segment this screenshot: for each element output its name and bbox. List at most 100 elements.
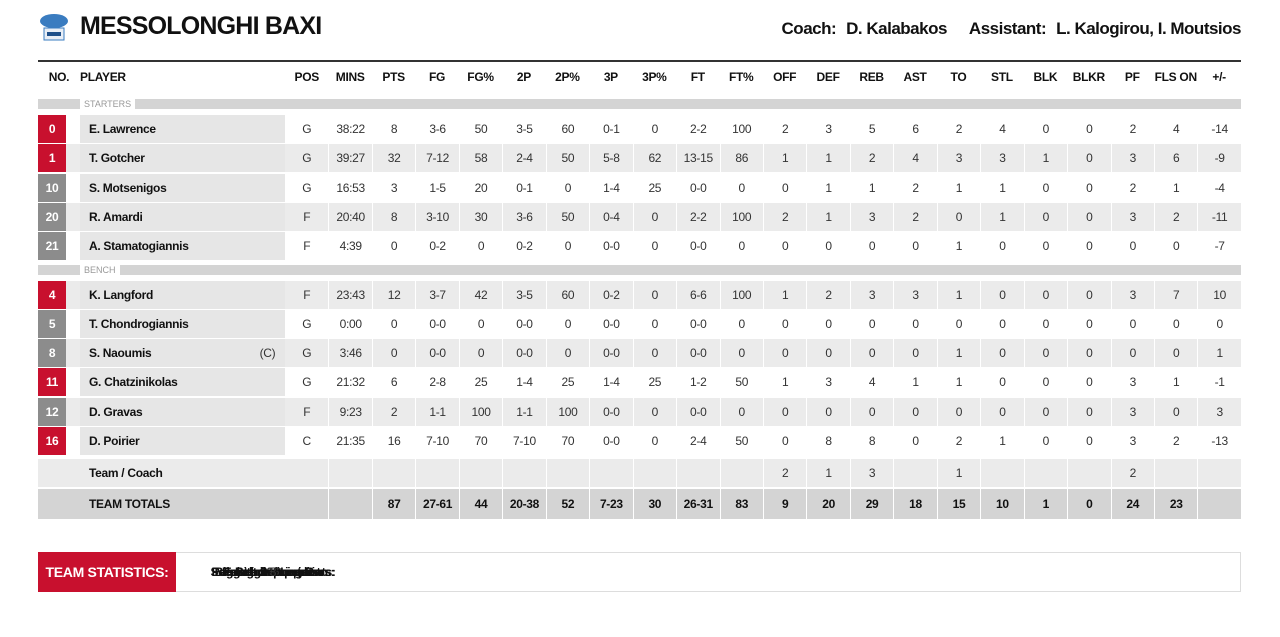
stat-cell [1197, 489, 1241, 519]
stat-cell: 0 [458, 232, 503, 261]
stat-cell: 0-0 [415, 309, 459, 338]
stat-cell: 8 [371, 115, 416, 143]
stat-cell: 1 [980, 202, 1024, 231]
team-stat-label: Fast break points: [224, 565, 322, 579]
stat-cell: 0 [719, 173, 763, 202]
stat-cell: 21:35 [328, 427, 372, 455]
stat-cell: 0 [632, 397, 677, 426]
stat-cell: 0 [762, 397, 807, 426]
stat-cell: 0-2 [415, 232, 459, 261]
number-badge: 4 [38, 280, 66, 309]
stat-cell [415, 459, 459, 487]
stat-cell: 100 [545, 397, 590, 426]
player-name: A. Stamatogiannis [80, 232, 285, 261]
stat-cell: 0 [458, 309, 503, 338]
stat-cell: 0-0 [502, 309, 546, 338]
stat-cell: 25 [632, 173, 677, 202]
stat-cell: 0 [1067, 309, 1111, 338]
number-badge: 11 [38, 368, 66, 397]
column-header: OFF [773, 70, 797, 84]
stat-cell [1023, 459, 1068, 487]
column-header: NO. [48, 70, 70, 84]
position: C [285, 427, 329, 455]
stat-cell: 8 [806, 427, 850, 455]
stat-cell: 1-1 [502, 397, 546, 426]
stat-cell: 0 [1023, 427, 1068, 455]
team-logo [40, 14, 68, 41]
column-header: FT% [729, 70, 754, 84]
stat-cell: 0 [893, 339, 937, 368]
stat-cell: 4 [1154, 115, 1198, 143]
stat-cell: 0 [371, 339, 416, 368]
stat-cell: 10 [1197, 280, 1241, 309]
stat-cell: 0 [936, 202, 981, 231]
team-stat-value: 16 [266, 565, 280, 579]
stat-cell: 0 [632, 339, 677, 368]
stat-cell: 1 [806, 173, 850, 202]
stat-cell: 1 [762, 368, 807, 397]
position: G [285, 173, 329, 202]
stat-cell: 0 [1023, 280, 1068, 309]
stat-cell: 0 [1023, 397, 1068, 426]
assistant: L. Kalogirou, I. Moutsios [1056, 19, 1241, 38]
team-stat-label: Bench points: [234, 565, 312, 579]
stat-cell: 0:00 [328, 309, 372, 338]
stat-cell: 0-0 [589, 397, 633, 426]
stat-cell: 2 [371, 397, 416, 426]
stat-cell: 44 [458, 489, 503, 519]
stat-cell: 70 [458, 427, 503, 455]
coach-label: Coach: [781, 19, 837, 38]
stat-cell: 0 [980, 397, 1024, 426]
stat-cell: 0 [1110, 339, 1154, 368]
team-name: MESSOLONGHI BAXI [80, 12, 322, 40]
stat-cell [676, 459, 720, 487]
stat-cell: 0-0 [502, 339, 546, 368]
stat-cell: 62 [632, 144, 677, 173]
coach-info: Coach: D. Kalabakos Assistant: L. Kalogi… [781, 19, 1242, 39]
stat-cell: 2-4 [676, 427, 720, 455]
stat-cell: 9:23 [328, 397, 372, 426]
stat-cell: 0 [632, 232, 677, 261]
stat-cell [893, 459, 937, 487]
stat-cell: 42 [458, 280, 503, 309]
stat-cell: 0-0 [676, 173, 720, 202]
stat-cell: 0 [980, 339, 1024, 368]
stat-cell: 0 [893, 309, 937, 338]
stat-cell: 0 [762, 309, 807, 338]
stat-cell: 9 [762, 489, 807, 519]
position: G [285, 144, 329, 173]
stat-cell: 0-0 [676, 232, 720, 261]
position: G [285, 339, 329, 368]
stat-cell: 3-10 [415, 202, 459, 231]
stat-cell [328, 489, 372, 519]
stat-cell: 23:43 [328, 280, 372, 309]
stat-cell: 0 [849, 309, 894, 338]
number-badge: 5 [38, 309, 66, 338]
stat-cell: 0 [1067, 368, 1111, 397]
stat-cell: 8 [849, 427, 894, 455]
column-header: FG% [467, 70, 494, 84]
stat-cell: 8 [371, 202, 416, 231]
stat-cell: 2-2 [676, 115, 720, 143]
stat-cell: 24 [1110, 489, 1154, 519]
column-header: 3P [603, 70, 618, 84]
stat-cell: 13-15 [676, 144, 720, 173]
stat-cell: 2 [893, 173, 937, 202]
number-badge: 16 [38, 427, 66, 455]
stat-cell: 29 [849, 489, 894, 519]
player-name: E. Lawrence [80, 115, 285, 143]
stat-cell: 3 [849, 459, 894, 487]
stat-cell: 1 [936, 368, 981, 397]
stat-cell: 20 [806, 489, 850, 519]
stat-cell [328, 459, 372, 487]
stat-cell [545, 459, 590, 487]
column-header: STL [991, 70, 1013, 84]
totals-label: TEAM TOTALS [80, 489, 285, 519]
stat-cell: 0-0 [676, 309, 720, 338]
stat-cell: 2 [849, 144, 894, 173]
column-header: AST [903, 70, 927, 84]
stat-cell: 52 [545, 489, 590, 519]
stat-cell [1154, 459, 1198, 487]
stat-cell: 100 [719, 202, 763, 231]
stat-cell: 1 [1197, 339, 1241, 368]
